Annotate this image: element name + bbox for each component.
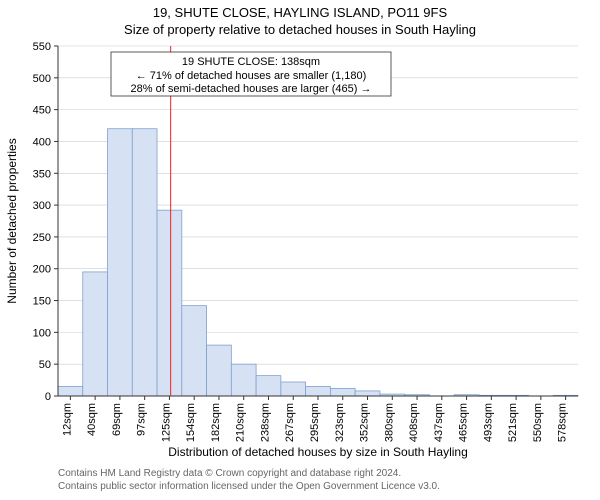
annotation-line2: ← 71% of detached houses are smaller (1,… xyxy=(136,70,367,82)
y-tick-label: 450 xyxy=(33,105,51,117)
histogram-bar xyxy=(207,345,232,396)
x-tick-label: 521sqm xyxy=(507,403,519,442)
x-tick-label: 97sqm xyxy=(136,403,148,436)
histogram-bar xyxy=(281,382,306,396)
x-tick-label: 578sqm xyxy=(557,403,569,442)
y-tick-label: 200 xyxy=(33,264,51,276)
annotation-line1: 19 SHUTE CLOSE: 138sqm xyxy=(182,56,320,68)
histogram-bar xyxy=(306,386,331,396)
y-tick-label: 0 xyxy=(45,391,51,403)
histogram-bar xyxy=(58,386,83,396)
x-tick-label: 550sqm xyxy=(532,403,544,442)
x-tick-label: 408sqm xyxy=(408,403,420,442)
histogram-bar xyxy=(108,129,133,396)
x-tick-label: 125sqm xyxy=(160,403,172,442)
y-axis-label: Number of detached properties xyxy=(5,138,19,303)
histogram-bar xyxy=(355,391,380,396)
y-tick-label: 500 xyxy=(33,73,51,85)
x-tick-label: 210sqm xyxy=(235,403,247,442)
histogram-bar xyxy=(256,376,281,396)
y-tick-label: 350 xyxy=(33,168,51,180)
x-tick-label: 295sqm xyxy=(309,403,321,442)
x-tick-label: 12sqm xyxy=(61,403,73,436)
y-tick-label: 400 xyxy=(33,136,51,148)
annotation-line3: 28% of semi-detached houses are larger (… xyxy=(131,83,372,95)
x-tick-label: 40sqm xyxy=(86,403,98,436)
x-tick-label: 465sqm xyxy=(458,403,470,442)
histogram-bar xyxy=(231,364,256,396)
histogram-chart: 0 50 100 150 200 250 300 350 400 450 500 550 12sqm 40… xyxy=(0,0,600,500)
x-tick-label: 154sqm xyxy=(185,403,197,442)
y-tick-label: 100 xyxy=(33,327,51,339)
histogram-bar xyxy=(83,272,108,396)
y-tick-label: 150 xyxy=(33,296,51,308)
x-tick-label: 267sqm xyxy=(284,403,296,442)
x-tick-label: 182sqm xyxy=(210,403,222,442)
histogram-bar xyxy=(132,129,157,396)
chart-title-main: 19, SHUTE CLOSE, HAYLING ISLAND, PO11 9F… xyxy=(153,5,448,20)
y-tick-label: 300 xyxy=(33,200,51,212)
y-tick-label: 50 xyxy=(39,359,51,371)
chart-title-sub: Size of property relative to detached ho… xyxy=(124,22,476,37)
histogram-bar xyxy=(182,306,207,396)
y-tick-label: 550 xyxy=(33,41,51,53)
y-tick-label: 250 xyxy=(33,232,51,244)
x-tick-label: 352sqm xyxy=(359,403,371,442)
x-tick-label: 69sqm xyxy=(111,403,123,436)
x-axis-label: Distribution of detached houses by size … xyxy=(168,445,468,459)
x-tick-label: 380sqm xyxy=(383,403,395,442)
histogram-bar xyxy=(157,210,182,396)
x-tick-label: 238sqm xyxy=(259,403,271,442)
footer-line2: Contains public sector information licen… xyxy=(58,481,440,492)
chart-container: 0 50 100 150 200 250 300 350 400 450 500 550 12sqm 40… xyxy=(0,0,600,500)
x-tick-label: 437sqm xyxy=(433,403,445,442)
x-tick-label: 323sqm xyxy=(334,403,346,442)
footer-line1: Contains HM Land Registry data © Crown c… xyxy=(58,468,401,479)
histogram-bar xyxy=(330,388,355,396)
x-tick-label: 493sqm xyxy=(482,403,494,442)
